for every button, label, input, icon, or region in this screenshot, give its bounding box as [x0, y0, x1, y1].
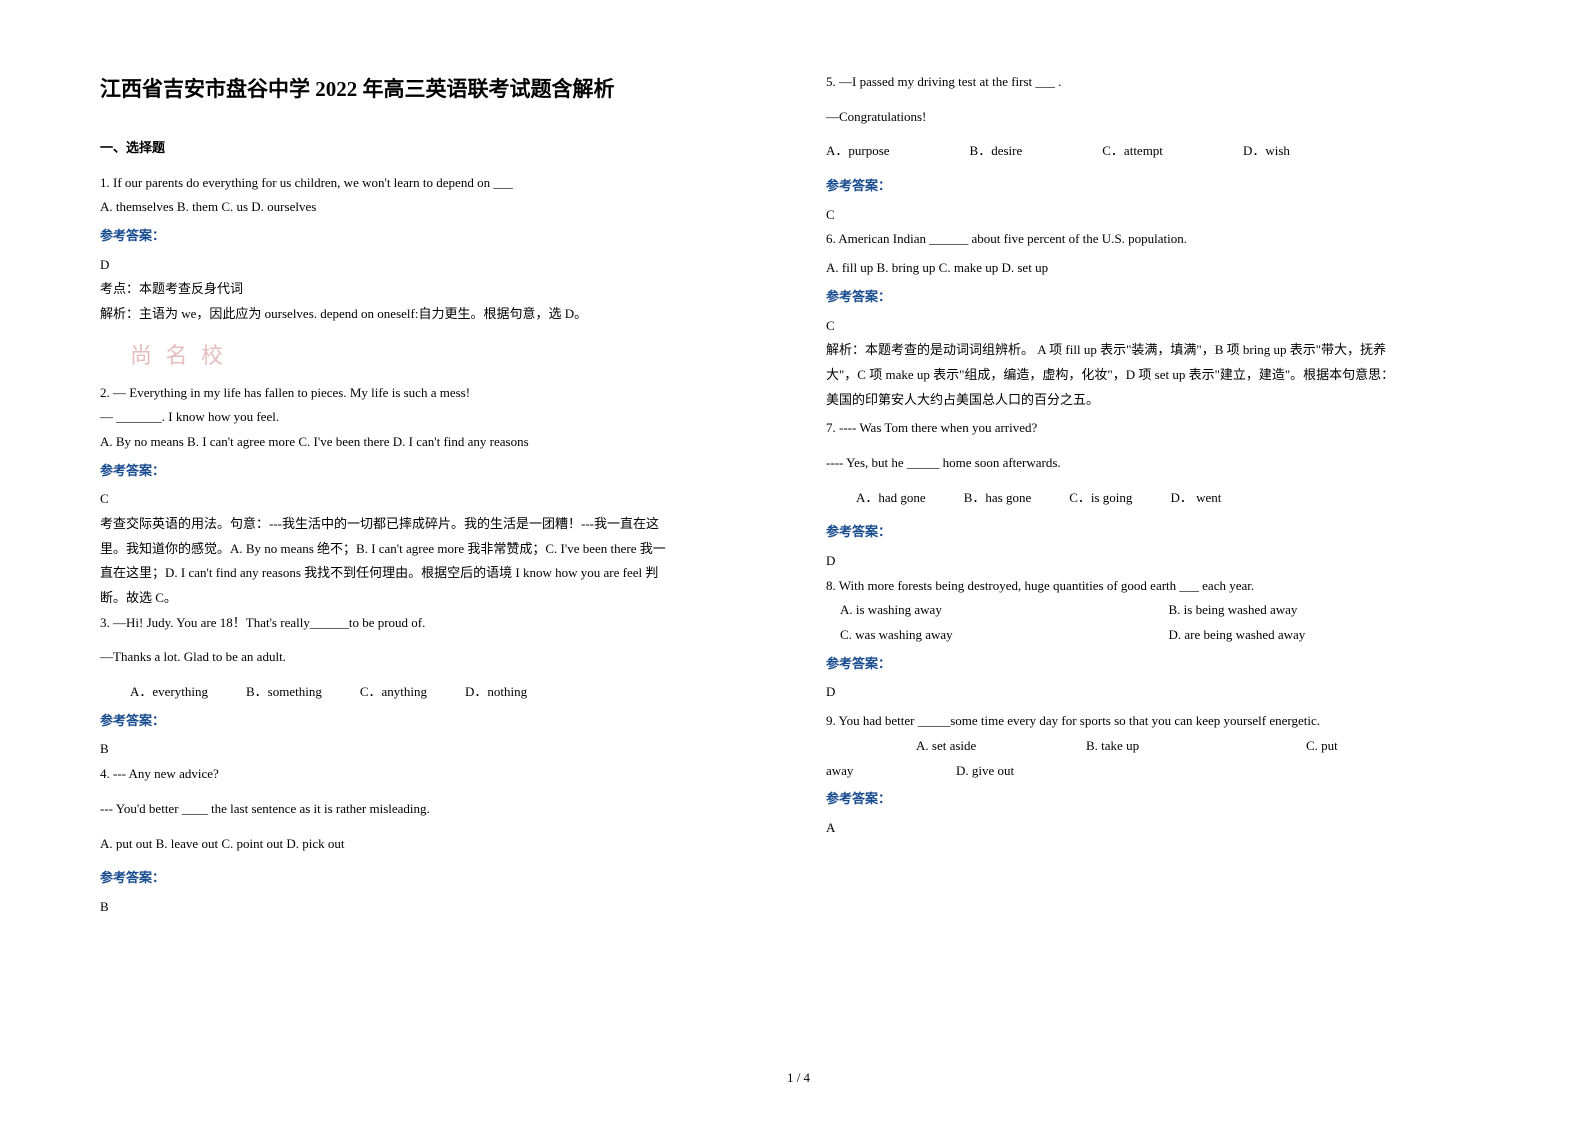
q6-answer: C — [826, 314, 1497, 339]
question-5-line2: —Congratulations! — [826, 105, 1497, 130]
q7-answer: D — [826, 549, 1497, 574]
question-8-options-row2: C. was washing away D. are being washed … — [826, 623, 1497, 648]
answer-label: 参考答案： — [100, 459, 771, 484]
q5-opt-c: C．attempt — [1102, 139, 1163, 164]
question-2-line1: 2. — Everything in my life has fallen to… — [100, 381, 771, 406]
q5-answer: C — [826, 203, 1497, 228]
q6-exp1: 解析：本题考查的是动词词组辨析。 A 项 fill up 表示"装满，填满"，B… — [826, 338, 1497, 363]
answer-label: 参考答案： — [826, 652, 1497, 677]
q2-exp2: 里。我知道你的感觉。A. By no means 绝不；B. I can't a… — [100, 537, 771, 562]
question-2-line2: — _______. I know how you feel. — [100, 405, 771, 430]
q2-exp4: 断。故选 C。 — [100, 586, 771, 611]
q3-opt-c: C．anything — [360, 680, 427, 705]
q8-opt-b: B. is being washed away — [1169, 598, 1498, 623]
q7-opt-a: A．had gone — [856, 486, 926, 511]
question-1: 1. If our parents do everything for us c… — [100, 171, 771, 196]
q5-opt-d: D．wish — [1243, 139, 1290, 164]
question-4-line2: --- You'd better ____ the last sentence … — [100, 797, 771, 822]
q3-answer: B — [100, 737, 771, 762]
question-8: 8. With more forests being destroyed, hu… — [826, 574, 1497, 599]
q2-exp1: 考查交际英语的用法。句意：---我生活中的一切都已摔成碎片。我的生活是一团糟！-… — [100, 512, 771, 537]
q9-opt-c: C. put — [1306, 734, 1456, 759]
q4-answer: B — [100, 895, 771, 920]
q7-opt-b: B．has gone — [964, 486, 1032, 511]
q1-note1: 考点：本题考查反身代词 — [100, 277, 771, 302]
q7-opt-c: C．is going — [1069, 486, 1132, 511]
answer-label: 参考答案： — [100, 866, 771, 891]
question-3-line1: 3. —Hi! Judy. You are 18！That's really__… — [100, 611, 771, 636]
question-9: 9. You had better _____some time every d… — [826, 709, 1497, 734]
q9-answer: A — [826, 816, 1497, 841]
q9-opt-a: A. set aside — [916, 734, 1086, 759]
question-4-line1: 4. --- Any new advice? — [100, 762, 771, 787]
question-3-line2: —Thanks a lot. Glad to be an adult. — [100, 645, 771, 670]
q2-answer: C — [100, 487, 771, 512]
q6-exp2: 大"，C 项 make up 表示"组成，编造，虚构，化妆"，D 项 set u… — [826, 363, 1497, 388]
question-6: 6. American Indian ______ about five per… — [826, 227, 1497, 252]
question-5-line1: 5. —I passed my driving test at the firs… — [826, 70, 1497, 95]
answer-label: 参考答案： — [826, 787, 1497, 812]
section-heading: 一、选择题 — [100, 136, 771, 161]
answer-label: 参考答案： — [100, 224, 771, 249]
q8-opt-d: D. are being washed away — [1169, 623, 1498, 648]
question-4-options: A. put out B. leave out C. point out D. … — [100, 832, 771, 857]
question-7-line2: ---- Yes, but he _____ home soon afterwa… — [826, 451, 1497, 476]
left-column: 江西省吉安市盘谷中学 2022 年高三英语联考试题含解析 一、选择题 1. If… — [100, 70, 771, 1060]
q8-opt-c: C. was washing away — [840, 623, 1169, 648]
q6-exp3: 美国的印第安人大约占美国总人口的百分之五。 — [826, 388, 1497, 413]
q1-answer: D — [100, 253, 771, 278]
question-3-options: A．everything B．something C．anything D．no… — [100, 680, 771, 705]
q3-opt-d: D．nothing — [465, 680, 527, 705]
question-7-line1: 7. ---- Was Tom there when you arrived? — [826, 416, 1497, 441]
question-9-options-row1: A. set aside B. take up C. put — [826, 734, 1497, 759]
q9-away: away — [826, 759, 956, 784]
q5-opt-a: A．purpose — [826, 139, 890, 164]
answer-label: 参考答案： — [100, 709, 771, 734]
q2-exp3: 直在这里；D. I can't find any reasons 我找不到任何理… — [100, 561, 771, 586]
q3-opt-b: B．something — [246, 680, 322, 705]
question-8-options-row1: A. is washing away B. is being washed aw… — [826, 598, 1497, 623]
q5-opt-b: B．desire — [970, 139, 1023, 164]
question-9-options-row2: away D. give out — [826, 759, 1497, 784]
exam-title: 江西省吉安市盘谷中学 2022 年高三英语联考试题含解析 — [100, 70, 771, 110]
answer-label: 参考答案： — [826, 285, 1497, 310]
watermark-text: 尚 名 校 — [130, 335, 771, 377]
answer-label: 参考答案： — [826, 174, 1497, 199]
right-column: 5. —I passed my driving test at the firs… — [826, 70, 1497, 1060]
q8-opt-a: A. is washing away — [840, 598, 1169, 623]
q7-opt-d: D． went — [1170, 486, 1221, 511]
q9-opt-d: D. give out — [956, 759, 1014, 784]
q1-note2: 解析：主语为 we，因此应为 ourselves. depend on ones… — [100, 302, 771, 327]
answer-label: 参考答案： — [826, 520, 1497, 545]
question-2-options: A. By no means B. I can't agree more C. … — [100, 430, 771, 455]
question-6-options: A. fill up B. bring up C. make up D. set… — [826, 256, 1497, 281]
question-1-options: A. themselves B. them C. us D. ourselves — [100, 195, 771, 220]
question-7-options: A．had gone B．has gone C．is going D． went — [826, 486, 1497, 511]
q8-answer: D — [826, 680, 1497, 705]
q3-opt-a: A．everything — [130, 680, 208, 705]
page-footer: 1 / 4 — [100, 1066, 1497, 1091]
q9-opt-b: B. take up — [1086, 734, 1306, 759]
question-5-options: A．purpose B．desire C．attempt D．wish — [826, 139, 1497, 164]
